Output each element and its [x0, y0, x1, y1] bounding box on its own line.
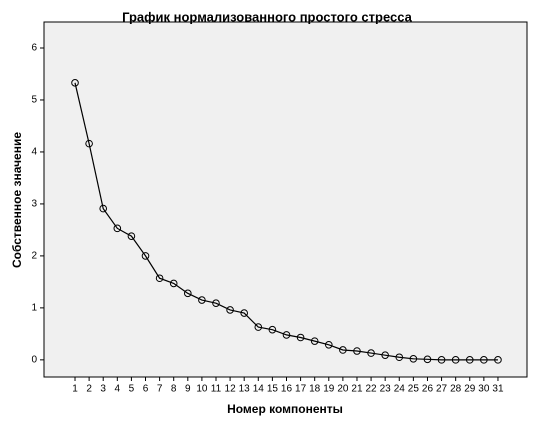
- x-axis-label: Номер компоненты: [227, 402, 343, 416]
- x-tick-label: 26: [422, 384, 434, 395]
- point: [198, 296, 206, 304]
- point: [451, 356, 460, 364]
- chart-title: График нормализованного простого стресса: [122, 9, 413, 24]
- point: [339, 346, 347, 354]
- y-tick-label: 6: [31, 43, 37, 54]
- x-tick-label: 20: [337, 384, 349, 395]
- plot-area: [43, 21, 528, 378]
- point: [353, 347, 361, 355]
- x-tick-label: 18: [309, 384, 321, 395]
- point: [423, 355, 432, 364]
- x-tick-label: 9: [185, 384, 191, 395]
- y-tick-label: 5: [31, 95, 37, 106]
- point: [240, 309, 248, 317]
- x-tick-label: 10: [196, 384, 208, 395]
- point: [395, 353, 404, 362]
- point: [409, 355, 418, 363]
- x-tick-label: 13: [239, 384, 251, 395]
- y-tick-label: 3: [31, 199, 37, 210]
- point: [212, 299, 220, 307]
- point: [71, 79, 79, 87]
- y-tick-label: 1: [31, 303, 37, 314]
- x-tick-label: 23: [380, 384, 392, 395]
- point: [254, 323, 263, 331]
- x-tick-label: 5: [129, 384, 135, 395]
- x-tick-label: 24: [394, 384, 406, 395]
- point: [296, 333, 305, 342]
- point: [437, 356, 446, 364]
- x-tick-label: 31: [492, 384, 504, 395]
- point: [226, 306, 234, 314]
- point: [141, 252, 150, 260]
- point: [184, 289, 192, 298]
- point: [310, 337, 319, 345]
- line: [74, 82, 498, 361]
- x-tick-label: 30: [478, 384, 490, 395]
- y-tick-label: 4: [31, 147, 37, 158]
- point: [99, 204, 108, 213]
- y-tick-label: 0: [31, 354, 37, 365]
- x-tick-label: 1: [72, 384, 78, 395]
- point: [85, 139, 93, 148]
- point: [324, 340, 333, 349]
- x-tick-label: 27: [436, 384, 448, 395]
- x-tick-label: 8: [171, 384, 177, 395]
- x-tick-label: 28: [450, 384, 462, 395]
- point: [113, 224, 122, 233]
- x-tick-label: 22: [366, 384, 378, 395]
- x-tick-label: 29: [464, 384, 476, 395]
- x-tick-label: 17: [295, 384, 307, 395]
- x-tick-label: 16: [281, 384, 293, 395]
- point: [155, 274, 164, 283]
- point: [169, 279, 178, 288]
- point: [268, 325, 277, 334]
- point: [381, 351, 389, 359]
- x-tick-label: 12: [225, 384, 237, 395]
- x-tick-label: 7: [157, 384, 163, 395]
- point: [367, 349, 375, 357]
- x-tick-label: 19: [323, 384, 335, 395]
- x-tick-label: 15: [267, 384, 279, 395]
- point: [127, 232, 136, 240]
- x-tick-label: 3: [100, 384, 106, 395]
- x-tick-label: 2: [86, 384, 92, 395]
- x-tick-label: 25: [408, 384, 420, 395]
- point: [480, 356, 488, 364]
- point: [465, 356, 474, 364]
- y-axis-label: Собственное значение: [10, 132, 24, 268]
- x-tick-label: 11: [211, 384, 222, 395]
- y-tick-label: 2: [31, 251, 37, 262]
- x-tick-label: 4: [115, 384, 121, 395]
- point: [282, 331, 291, 339]
- x-tick-label: 14: [253, 384, 265, 395]
- x-tick-label: 6: [143, 384, 149, 395]
- x-tick-label: 21: [351, 384, 363, 395]
- point: [494, 356, 502, 364]
